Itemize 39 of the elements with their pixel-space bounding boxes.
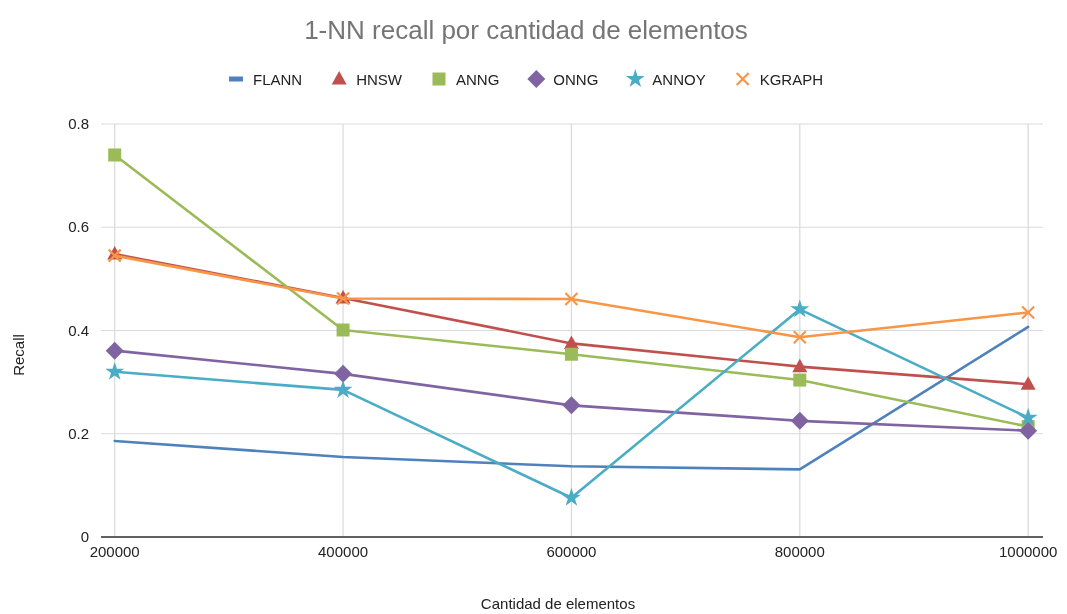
x-axis-title: Cantidad de elementos: [480, 595, 636, 612]
legend-label: ANNG: [455, 70, 500, 88]
legend-label: ANNOY: [652, 70, 706, 88]
y-axis-title: Recall: [10, 334, 27, 376]
point: [564, 291, 579, 307]
point: [1021, 305, 1036, 320]
line-series: [113, 325, 1030, 471]
point: [105, 341, 124, 360]
point: [1020, 376, 1036, 390]
point: [336, 323, 350, 337]
x-tick-label: 600000: [546, 543, 597, 560]
legend-label: HNSW: [356, 70, 403, 88]
legend-label: FLANN: [252, 70, 303, 88]
y-tick-label: 0.2: [68, 424, 89, 442]
point: [793, 373, 807, 387]
x-tick-label: 200000: [89, 543, 140, 560]
point: [333, 379, 353, 398]
y-tick-label: 0.4: [68, 321, 89, 339]
legend-label: KGRAPH: [759, 70, 824, 88]
point: [108, 148, 122, 162]
point: [334, 364, 353, 383]
point: [105, 361, 125, 380]
point: [562, 487, 581, 506]
point: [562, 396, 581, 415]
x-tick-label: 800000: [774, 543, 825, 560]
point: [564, 347, 578, 361]
point: [790, 299, 810, 318]
point: [790, 411, 809, 430]
x-tick-label: 400000: [318, 543, 369, 560]
point: [1019, 421, 1038, 440]
point: [1018, 407, 1038, 426]
y-tick-label: 0.6: [68, 218, 89, 236]
y-tick-label: 0: [80, 528, 89, 545]
point: [792, 358, 808, 373]
legend-label: ONNG: [553, 70, 599, 88]
x-tick-label: 1000000: [998, 543, 1058, 560]
y-tick-label: 0.8: [68, 115, 89, 132]
point: [792, 330, 807, 345]
chart-title: 1-NN recall por cantidad de elementos: [304, 15, 748, 45]
